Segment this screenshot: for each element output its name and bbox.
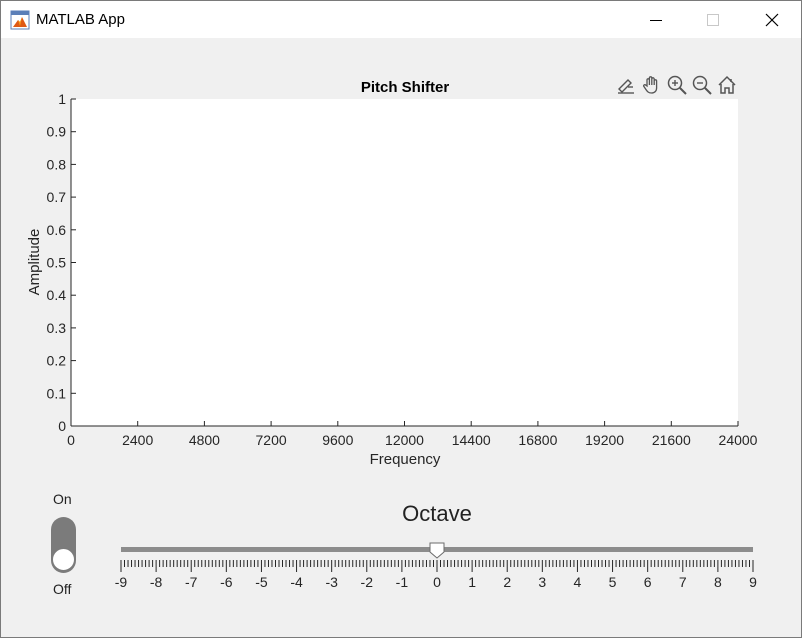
x-tick-label: 12000 [385, 432, 424, 448]
y-tick-group: 0 0.1 0.2 0.3 0.4 0.5 0.6 0.7 0.8 0.9 1 [47, 91, 76, 434]
matlab-logo-icon [10, 10, 30, 30]
octave-slider[interactable]: -9 -8 -7 -6 -5 -4 -3 -2 -1 0 1 2 3 4 5 6 7 8 9 [1, 531, 801, 601]
x-tick-label: 9600 [322, 432, 353, 448]
y-tick-label: 0.7 [47, 189, 67, 205]
slider-tick-label: -8 [150, 574, 163, 590]
window-title: MATLAB App [36, 11, 125, 28]
close-button[interactable] [743, 1, 801, 38]
y-axis-label: Amplitude [26, 229, 43, 296]
toggle-on-label: On [53, 491, 72, 507]
y-tick-label: 0.2 [47, 353, 67, 369]
pan-icon[interactable] [641, 74, 663, 96]
slider-tick-label: 2 [503, 574, 511, 590]
slider-title: Octave [402, 501, 472, 526]
zoom-in-icon[interactable] [666, 74, 688, 96]
y-tick-label: 0.6 [47, 222, 67, 238]
slider-tick-label: 1 [468, 574, 476, 590]
x-tick-label: 24000 [719, 432, 758, 448]
x-tick-label: 21600 [652, 432, 691, 448]
chart-title: Pitch Shifter [361, 79, 450, 96]
slider-tick-label: -2 [361, 574, 374, 590]
power-toggle-switch[interactable] [51, 517, 76, 573]
x-tick-label: 2400 [122, 432, 153, 448]
x-tick-label: 16800 [518, 432, 557, 448]
brush-icon[interactable] [615, 74, 637, 96]
slider-tick-label: -5 [255, 574, 268, 590]
slider-thumb [429, 542, 445, 559]
slider-tick-label: -9 [115, 574, 128, 590]
x-tick-label: 0 [67, 432, 75, 448]
y-tick-label: 0.4 [47, 287, 67, 303]
close-icon [765, 13, 779, 26]
slider-tick-label: 4 [574, 574, 582, 590]
y-tick-label: 0 [58, 418, 66, 434]
zoom-out-icon[interactable] [691, 74, 713, 96]
y-tick-label: 0.3 [47, 320, 67, 336]
slider-tick-label: 8 [714, 574, 722, 590]
x-tick-group: 0 2400 4800 7200 9600 12000 14400 16800 19200 216… [67, 421, 758, 448]
y-tick-label: 0.9 [47, 124, 67, 140]
slider-tick-label: -7 [185, 574, 198, 590]
home-icon[interactable] [716, 74, 738, 96]
y-tick-label: 0.1 [47, 385, 67, 401]
toggle-off-label: Off [53, 581, 72, 597]
maximize-button[interactable] [684, 1, 742, 38]
slider-tick-label: -4 [290, 574, 303, 590]
x-tick-label: 4800 [189, 432, 220, 448]
x-tick-label: 14400 [452, 432, 491, 448]
maximize-icon [707, 13, 719, 26]
slider-tick-label: 5 [609, 574, 617, 590]
x-tick-label: 7200 [256, 432, 287, 448]
title-bar[interactable]: MATLAB App [1, 1, 801, 38]
y-tick-label: 0.5 [47, 255, 67, 271]
slider-tick-label: -1 [396, 574, 409, 590]
x-axis-label: Frequency [370, 451, 441, 468]
slider-tick-label: 3 [538, 574, 546, 590]
slider-tick-label: -3 [325, 574, 338, 590]
minimize-icon [650, 19, 662, 21]
minimize-button[interactable] [627, 1, 685, 38]
toggle-knob[interactable] [52, 548, 75, 571]
plot-area [71, 99, 738, 426]
spectrum-axes[interactable]: Pitch Shifter 0 2400 4800 7200 9600 12000 1440… [1, 38, 801, 478]
x-tick-label: 19200 [585, 432, 624, 448]
slider-tick-label: 6 [644, 574, 652, 590]
slider-tick-label: -6 [220, 574, 233, 590]
y-tick-label: 1 [58, 91, 66, 107]
slider-tick-label: 0 [433, 574, 441, 590]
slider-tick-label: 9 [749, 574, 757, 590]
y-tick-label: 0.8 [47, 156, 67, 172]
slider-tick-label: 7 [679, 574, 687, 590]
slider-tick-group: -9 -8 -7 -6 -5 -4 -3 -2 -1 0 1 2 3 4 5 6 7 8 9 [115, 560, 757, 590]
